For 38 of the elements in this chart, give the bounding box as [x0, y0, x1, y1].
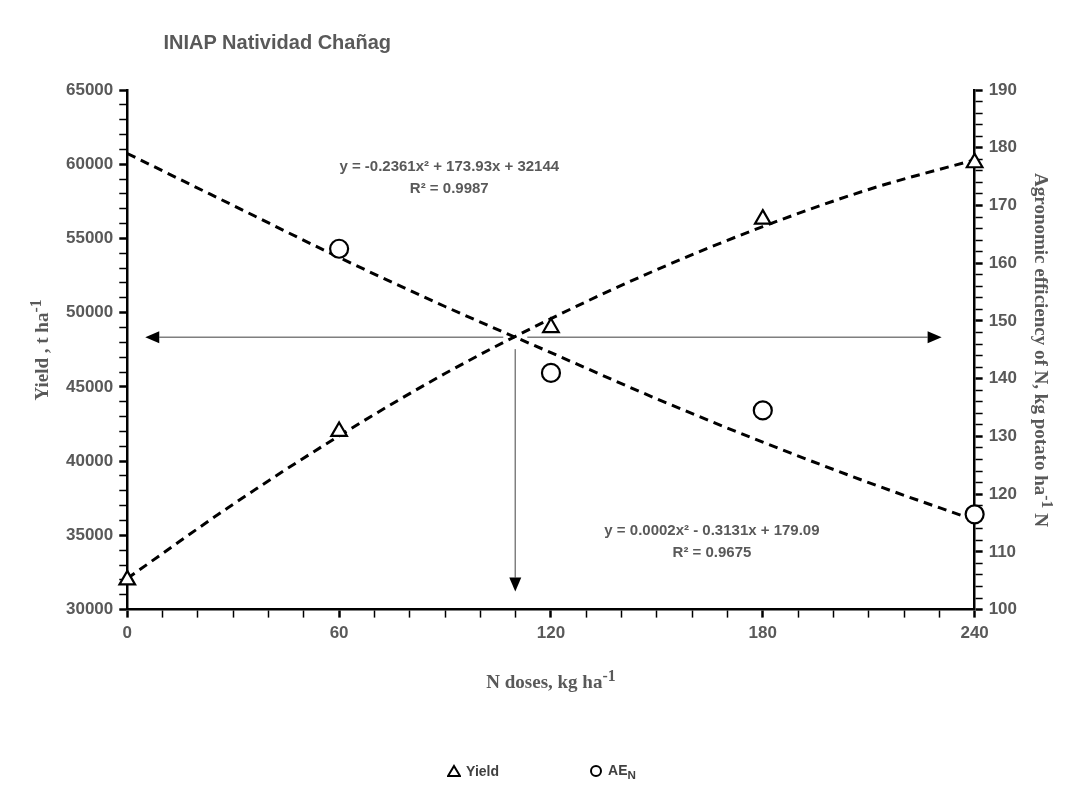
x-axis-title: N doses, kg ha$^{-1}$: [486, 666, 616, 693]
y-tick-label: 30000: [65, 599, 114, 619]
x-tick-label: 180: [748, 623, 777, 643]
legend-label: Yield: [466, 763, 500, 780]
y2-tick-label: 170: [988, 195, 1018, 215]
y-tick-label: 40000: [65, 450, 114, 470]
chart-title: INIAP Natividad Chañag: [163, 30, 391, 54]
point: [542, 317, 560, 334]
point: [965, 152, 984, 169]
y-tick-label: 65000: [65, 79, 114, 99]
y2-tick-label: 130: [988, 426, 1018, 446]
point: [753, 209, 772, 225]
point: [118, 569, 137, 586]
x-tick-label: 120: [536, 623, 566, 643]
y2-tick-label: 100: [988, 599, 1018, 619]
y2-tick-label: 110: [988, 541, 1017, 561]
y-tick-label: 50000: [65, 302, 114, 322]
y-tick-label: 45000: [65, 376, 114, 396]
y-tick-label: 55000: [65, 228, 114, 248]
point: [752, 400, 773, 421]
y2-tick-label: 180: [988, 137, 1018, 157]
point: [964, 504, 985, 525]
x-tick-label: 60: [329, 623, 349, 643]
x-tick-label: 0: [122, 623, 133, 643]
point: [330, 421, 349, 438]
y-tick-label: 35000: [65, 525, 114, 545]
y2-tick-label: 190: [988, 79, 1018, 99]
y-tick-label: 60000: [65, 153, 114, 173]
point: [540, 362, 562, 383]
y2-tick-label: 120: [988, 483, 1018, 503]
annotation: y = -0.2361x² + 173.93x + 32144 R² = 0.9987: [339, 157, 560, 197]
legend-label: AE$_{N}$: [608, 762, 636, 781]
x-tick-label: 240: [960, 623, 989, 643]
y2-tick-label: 140: [988, 368, 1018, 388]
y2-tick-label: 150: [988, 310, 1018, 330]
y2-tick-label: 160: [988, 252, 1018, 272]
point: [329, 238, 350, 259]
annotation: y = 0.0002x² - 0.3131x + 179.09 R² = 0.9675: [604, 521, 820, 561]
